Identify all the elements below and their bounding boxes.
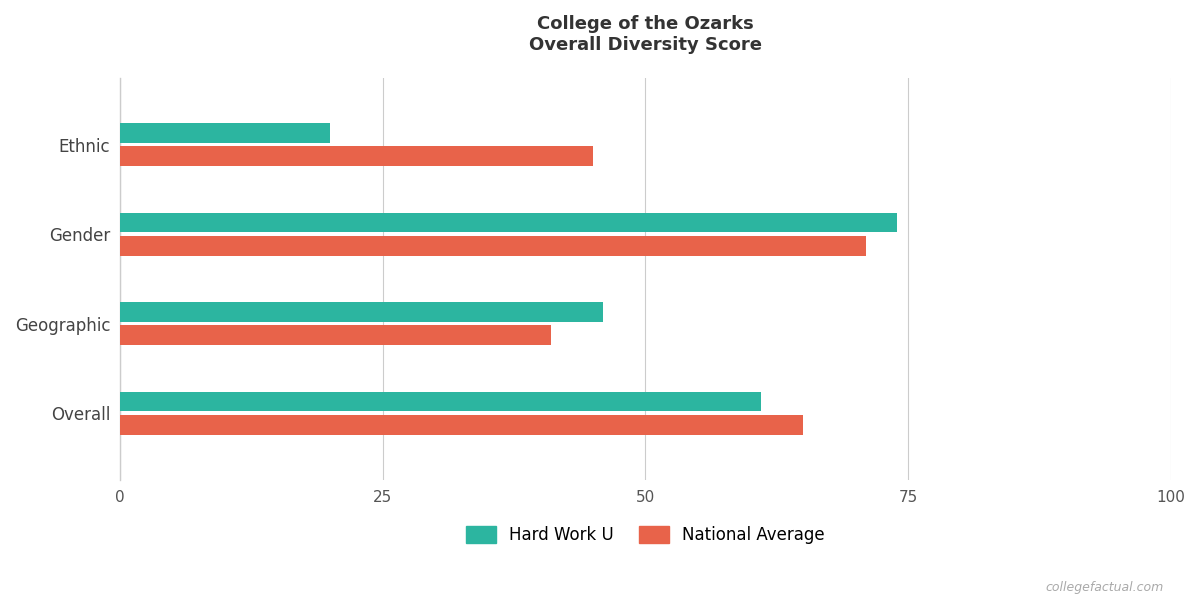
Legend: Hard Work U, National Average: Hard Work U, National Average — [466, 526, 824, 544]
Bar — [120, 146, 593, 166]
Bar — [120, 123, 330, 143]
Bar — [120, 236, 866, 256]
Text: collegefactual.com: collegefactual.com — [1045, 581, 1164, 594]
Bar — [120, 212, 898, 232]
Bar — [120, 302, 604, 322]
Bar — [120, 415, 803, 434]
Bar — [120, 392, 761, 411]
Title: College of the Ozarks
Overall Diversity Score: College of the Ozarks Overall Diversity … — [529, 15, 762, 54]
Bar — [120, 325, 551, 345]
